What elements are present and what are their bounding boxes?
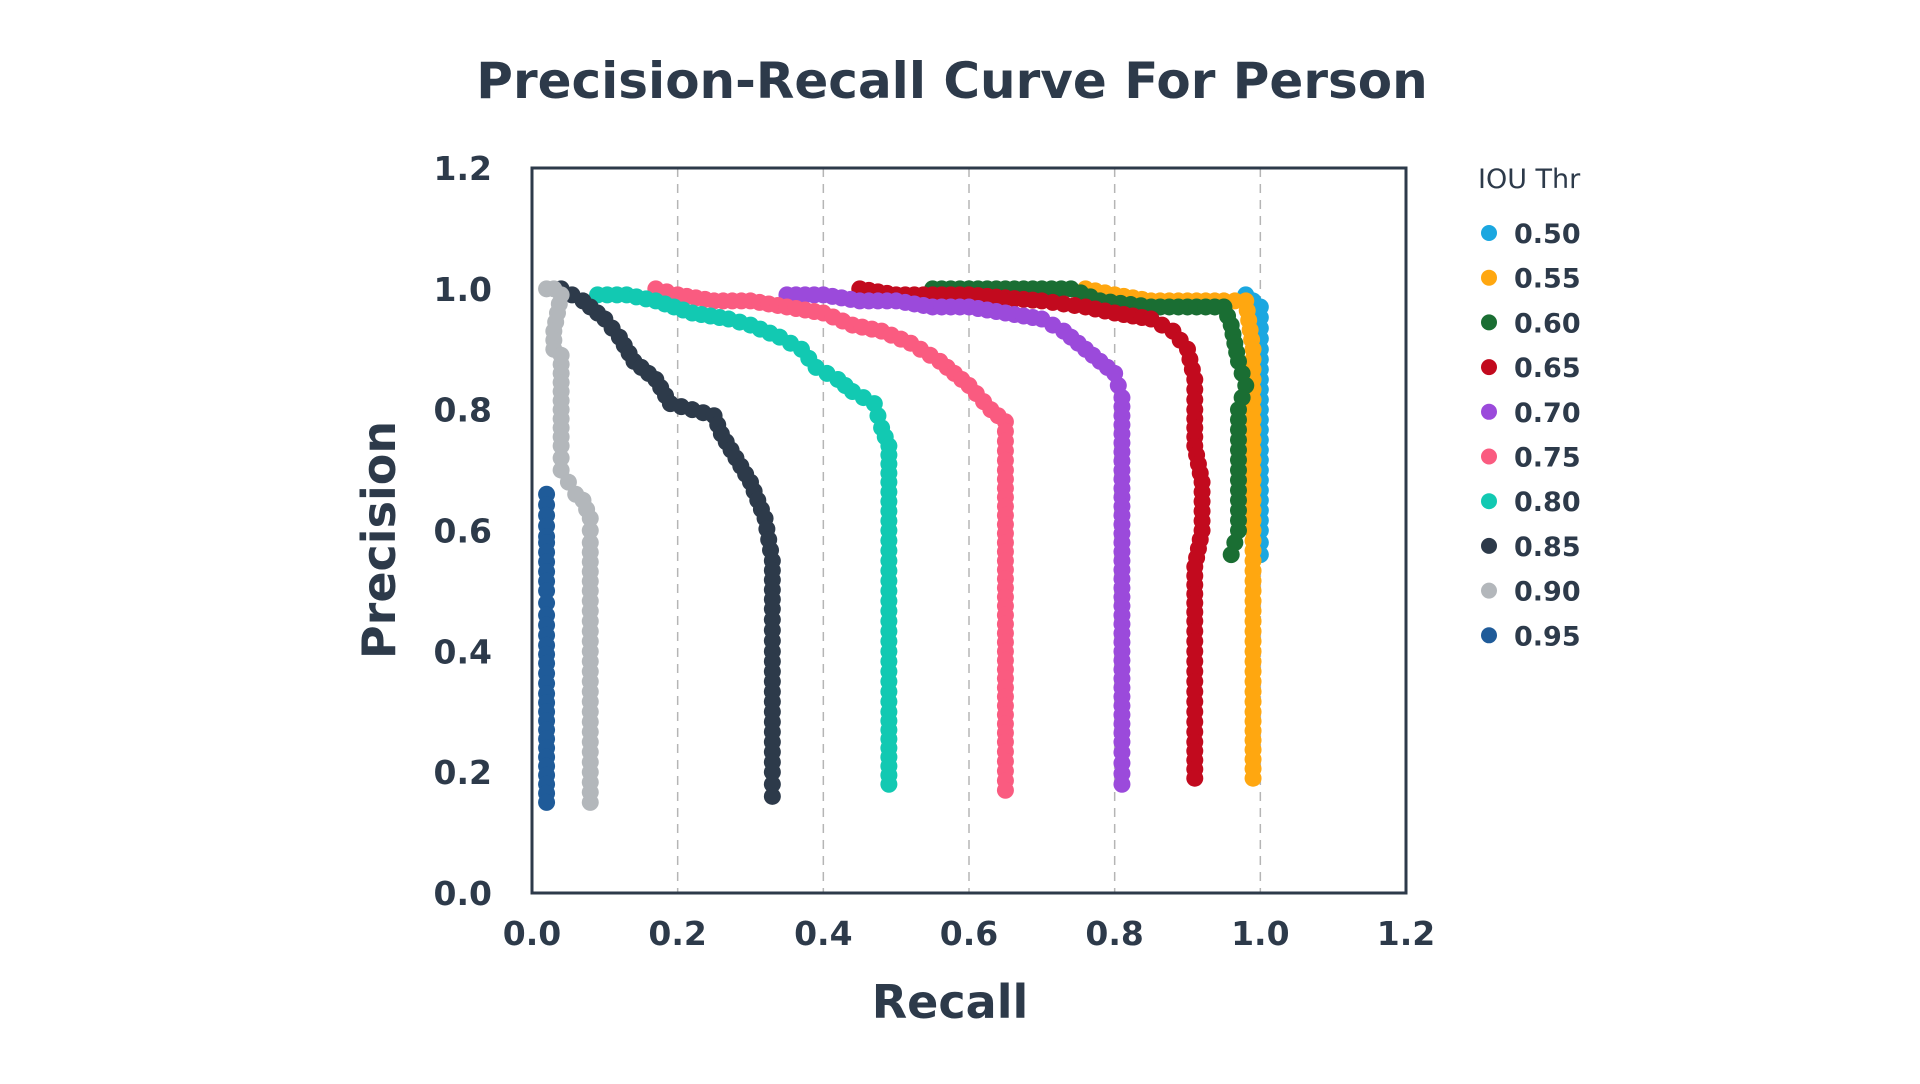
legend-label: 0.50	[1514, 219, 1581, 250]
x-tick-labels: 0.0 0.2 0.4 0.6 0.8 1.0 1.2	[503, 914, 1435, 953]
data-point	[581, 793, 599, 811]
legend-marker	[1481, 582, 1497, 599]
legend-marker	[1481, 448, 1497, 465]
data-point	[996, 781, 1014, 799]
x-tick-label: 1.0	[1231, 914, 1289, 953]
x-tick-label: 0.4	[794, 914, 852, 953]
legend-label: 0.75	[1514, 443, 1581, 474]
data-point	[581, 509, 599, 527]
legend-label: 0.90	[1514, 577, 1581, 608]
legend-label: 0.85	[1514, 532, 1581, 563]
y-tick-labels: 0.0 0.2 0.4 0.6 0.8 1.0 1.2	[434, 149, 492, 913]
plot-area-frame	[530, 166, 1408, 895]
y-tick-label: 0.2	[434, 753, 492, 792]
y-tick-label: 1.0	[434, 270, 492, 309]
data-point	[538, 793, 556, 811]
legend-label: 0.70	[1514, 398, 1581, 429]
x-axis-title: Recall	[872, 975, 1028, 1029]
data-point	[538, 582, 556, 600]
chart-title: Precision-Recall Curve For Person	[476, 52, 1427, 110]
legend-marker	[1481, 403, 1497, 420]
y-tick-label: 0.6	[434, 512, 492, 551]
legend-label: 0.60	[1514, 308, 1581, 339]
legend-marker	[1481, 314, 1497, 331]
legend-marker	[1481, 627, 1497, 644]
data-point	[763, 787, 781, 805]
y-tick-label: 0.0	[434, 874, 492, 913]
data-point	[552, 437, 570, 455]
data-point	[581, 522, 599, 539]
legend-marker	[1481, 537, 1497, 554]
x-tick-label: 1.2	[1377, 914, 1435, 953]
series-0.90	[538, 280, 599, 811]
y-tick-label: 0.8	[434, 391, 492, 430]
data-point	[1222, 546, 1240, 564]
y-tick-label: 0.4	[434, 632, 492, 671]
data-series	[538, 280, 1269, 811]
x-tick-label: 0.2	[648, 914, 706, 953]
x-tick-label: 0.6	[940, 914, 998, 953]
legend-marker	[1481, 359, 1497, 376]
data-point	[552, 449, 570, 467]
legend-label: 0.80	[1514, 487, 1581, 518]
legend-title: IOU Thr	[1478, 164, 1581, 195]
data-point	[880, 775, 898, 793]
data-point	[1244, 769, 1262, 787]
y-axis-title: Precision	[352, 421, 406, 659]
legend-items: 0.50 0.55 0.60 0.65 0.70 0.75 0.80 0.85 0.90 0.95	[1481, 219, 1581, 652]
legend-label: 0.55	[1514, 264, 1581, 295]
data-point	[763, 775, 781, 793]
x-tick-label: 0.8	[1085, 914, 1143, 953]
series-0.80	[589, 286, 898, 793]
data-point	[1113, 775, 1131, 793]
legend-marker	[1481, 269, 1497, 286]
legend: IOU Thr 0.50 0.55 0.60 0.65 0.70 0.75 0.80 0.85…	[1478, 164, 1581, 652]
data-point	[1186, 769, 1204, 787]
legend-label: 0.95	[1514, 621, 1581, 652]
series-0.95	[538, 485, 556, 811]
data-point	[763, 763, 781, 781]
legend-marker	[1481, 225, 1497, 241]
data-point	[538, 594, 556, 612]
series-0.65	[851, 280, 1211, 787]
series-0.75	[647, 280, 1014, 799]
y-tick-label: 1.2	[434, 149, 492, 188]
series-0.85	[552, 280, 781, 805]
legend-label: 0.65	[1514, 353, 1581, 384]
series-0.70	[778, 286, 1131, 793]
x-tick-label: 0.0	[503, 914, 561, 953]
legend-marker	[1481, 493, 1497, 510]
